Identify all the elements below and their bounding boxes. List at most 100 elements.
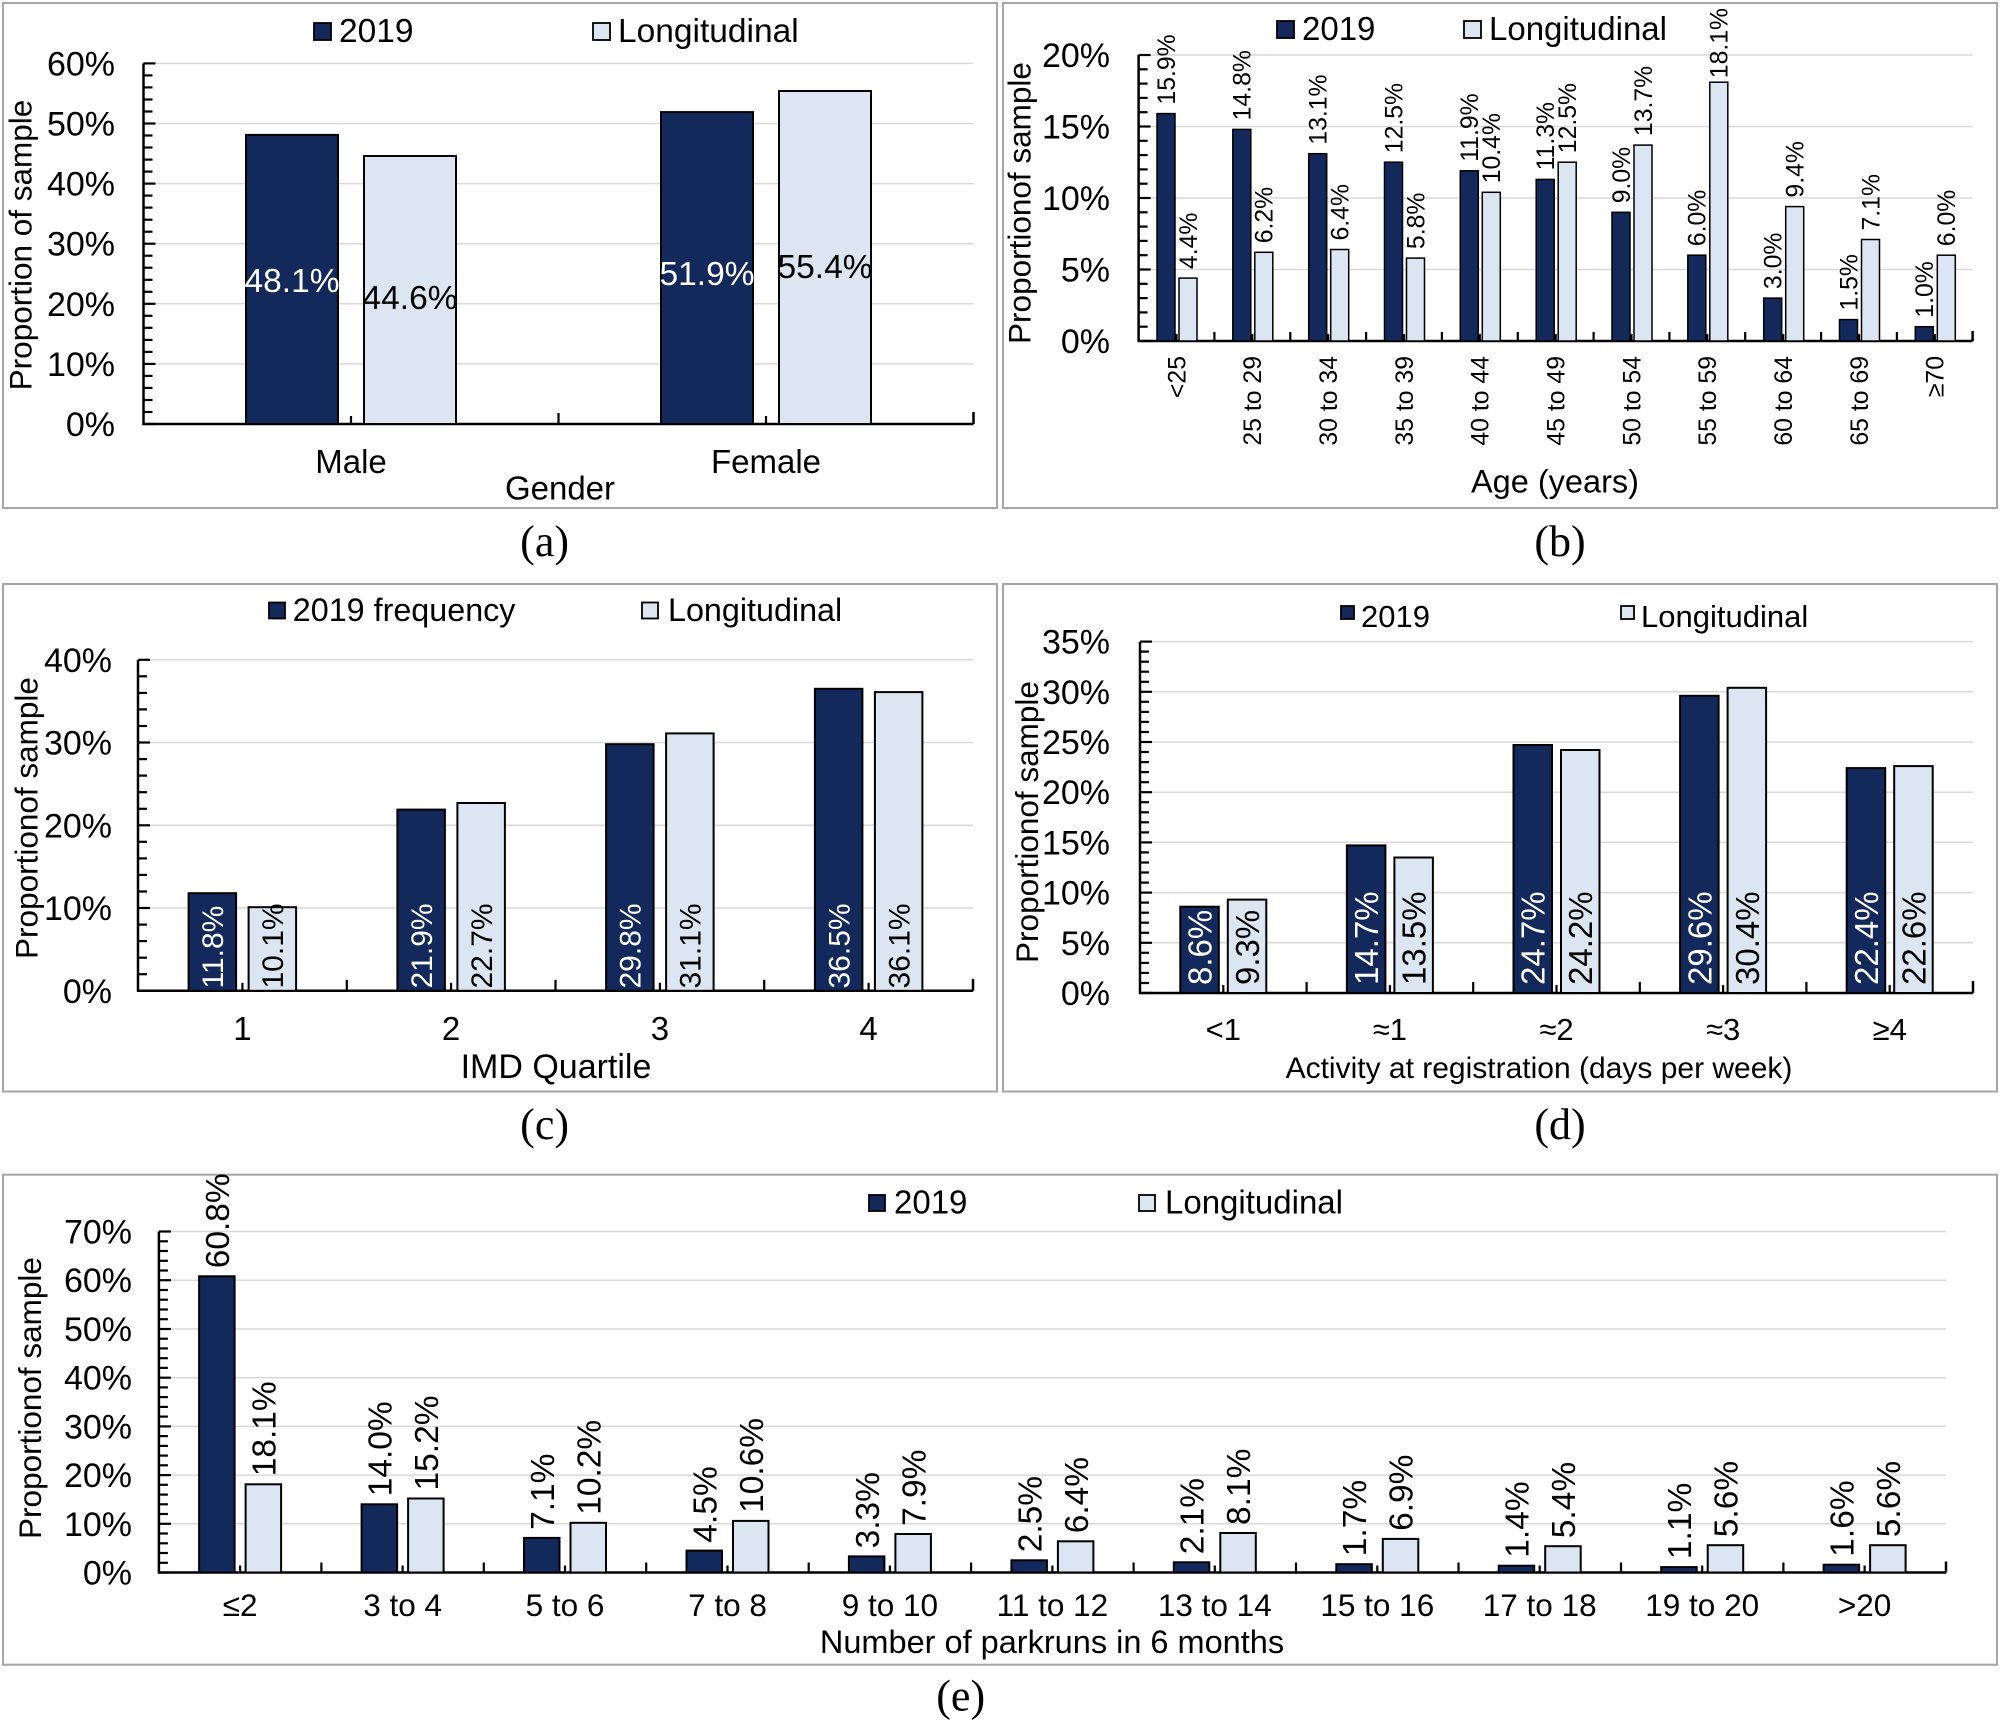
- svg-text:5.6%: 5.6%: [1871, 1461, 1908, 1537]
- svg-text:7.9%: 7.9%: [896, 1450, 933, 1526]
- svg-text:Proportion of sample: Proportion of sample: [3, 100, 39, 391]
- svg-text:<1: <1: [1206, 1012, 1241, 1047]
- svg-text:Proportionof sample: Proportionof sample: [1009, 681, 1045, 963]
- svg-text:9.4%: 9.4%: [1783, 141, 1810, 198]
- svg-text:5 to 6: 5 to 6: [526, 1587, 605, 1623]
- svg-text:Proportionof sample: Proportionof sample: [8, 677, 44, 959]
- svg-text:5.8%: 5.8%: [1403, 193, 1430, 250]
- svg-text:Number of parkruns in 6 months: Number of parkruns in 6 months: [820, 1624, 1284, 1660]
- svg-text:24.2%: 24.2%: [1562, 891, 1599, 985]
- svg-text:25%: 25%: [1042, 724, 1110, 762]
- svg-text:IMD Quartile: IMD Quartile: [461, 1048, 652, 1086]
- svg-text:60 to 64: 60 to 64: [1771, 356, 1798, 446]
- svg-text:30.4%: 30.4%: [1729, 891, 1766, 985]
- svg-text:11.8%: 11.8%: [197, 906, 230, 989]
- svg-text:1.1%: 1.1%: [1662, 1483, 1699, 1559]
- svg-text:15.2%: 15.2%: [409, 1396, 446, 1491]
- svg-text:19 to 20: 19 to 20: [1645, 1587, 1759, 1623]
- svg-text:18.1%: 18.1%: [246, 1381, 283, 1476]
- svg-text:6.0%: 6.0%: [1934, 190, 1961, 247]
- svg-text:29.6%: 29.6%: [1681, 891, 1718, 985]
- svg-text:22.7%: 22.7%: [466, 903, 499, 988]
- svg-text:1.0%: 1.0%: [1912, 261, 1939, 318]
- svg-text:5%: 5%: [1061, 252, 1110, 290]
- svg-text:(b): (b): [1534, 517, 1585, 566]
- svg-text:13.7%: 13.7%: [1631, 66, 1658, 136]
- svg-text:Gender: Gender: [505, 470, 615, 507]
- svg-text:51.9%: 51.9%: [660, 256, 755, 293]
- svg-text:Longitudinal: Longitudinal: [618, 13, 799, 50]
- svg-text:60%: 60%: [64, 1262, 132, 1300]
- svg-text:10.2%: 10.2%: [571, 1420, 608, 1515]
- svg-text:30%: 30%: [1042, 674, 1110, 712]
- svg-text:Longitudinal: Longitudinal: [1489, 10, 1667, 47]
- svg-text:10%: 10%: [1042, 180, 1110, 218]
- svg-text:Longitudinal: Longitudinal: [1641, 599, 1808, 634]
- svg-text:≥4: ≥4: [1873, 1012, 1907, 1047]
- svg-text:15.9%: 15.9%: [1154, 34, 1181, 104]
- svg-text:20%: 20%: [64, 1457, 132, 1495]
- svg-text:13.1%: 13.1%: [1306, 74, 1333, 144]
- svg-text:55.4%: 55.4%: [778, 249, 873, 286]
- svg-text:48.1%: 48.1%: [245, 263, 340, 300]
- svg-text:Longitudinal: Longitudinal: [1165, 1184, 1343, 1221]
- svg-text:55 to 59: 55 to 59: [1695, 356, 1722, 446]
- svg-text:3.0%: 3.0%: [1761, 233, 1788, 290]
- svg-text:13 to 14: 13 to 14: [1158, 1587, 1272, 1623]
- svg-text:20%: 20%: [44, 807, 112, 845]
- svg-text:0%: 0%: [63, 973, 112, 1011]
- svg-text:14.8%: 14.8%: [1230, 50, 1257, 120]
- svg-text:(e): (e): [936, 1672, 985, 1721]
- svg-text:40%: 40%: [47, 166, 115, 204]
- svg-text:40%: 40%: [64, 1360, 132, 1398]
- svg-text:50%: 50%: [47, 106, 115, 144]
- svg-text:Longitudinal: Longitudinal: [668, 592, 842, 628]
- svg-text:7.1%: 7.1%: [1858, 174, 1885, 231]
- svg-text:12.5%: 12.5%: [1555, 83, 1582, 153]
- svg-text:10.1%: 10.1%: [257, 903, 290, 988]
- svg-text:13.5%: 13.5%: [1396, 891, 1433, 985]
- svg-text:Proportionof sample: Proportionof sample: [1002, 62, 1038, 344]
- svg-text:3 to 4: 3 to 4: [363, 1587, 442, 1623]
- svg-text:4.4%: 4.4%: [1176, 213, 1203, 270]
- svg-text:29.8%: 29.8%: [615, 903, 648, 988]
- svg-text:50 to 54: 50 to 54: [1619, 356, 1646, 446]
- svg-text:<25: <25: [1164, 356, 1191, 398]
- svg-text:45 to 49: 45 to 49: [1544, 356, 1571, 446]
- svg-text:1.6%: 1.6%: [1824, 1480, 1861, 1556]
- svg-text:2.1%: 2.1%: [1175, 1478, 1212, 1554]
- svg-text:0%: 0%: [1061, 323, 1110, 361]
- svg-text:Male: Male: [315, 443, 387, 480]
- svg-text:Proportionof sample: Proportionof sample: [12, 1257, 48, 1539]
- svg-text:20%: 20%: [47, 286, 115, 324]
- svg-text:0%: 0%: [66, 406, 115, 444]
- svg-text:Female: Female: [711, 443, 821, 480]
- svg-text:6.2%: 6.2%: [1252, 187, 1279, 244]
- svg-text:35%: 35%: [1042, 624, 1110, 662]
- svg-text:9 to 10: 9 to 10: [842, 1587, 938, 1623]
- svg-text:(c): (c): [520, 1100, 569, 1149]
- svg-text:1.4%: 1.4%: [1500, 1481, 1537, 1557]
- svg-text:10.4%: 10.4%: [1479, 113, 1506, 183]
- svg-text:2: 2: [442, 1010, 460, 1047]
- svg-text:36.1%: 36.1%: [883, 903, 916, 988]
- svg-text:2019: 2019: [1302, 10, 1375, 47]
- svg-text:(d): (d): [1534, 1100, 1585, 1149]
- svg-text:40%: 40%: [44, 642, 112, 680]
- svg-text:5.4%: 5.4%: [1546, 1462, 1583, 1538]
- svg-text:8.6%: 8.6%: [1181, 910, 1218, 985]
- svg-text:1.7%: 1.7%: [1337, 1480, 1374, 1556]
- svg-text:0%: 0%: [1061, 975, 1110, 1013]
- svg-text:2019: 2019: [894, 1184, 967, 1221]
- svg-text:24.7%: 24.7%: [1515, 891, 1552, 985]
- svg-text:65 to 69: 65 to 69: [1847, 356, 1874, 446]
- svg-text:25 to 29: 25 to 29: [1240, 356, 1267, 446]
- svg-text:2019: 2019: [339, 13, 414, 50]
- svg-text:12.5%: 12.5%: [1381, 83, 1408, 153]
- svg-text:2019 frequency: 2019 frequency: [293, 592, 517, 628]
- svg-text:30%: 30%: [44, 725, 112, 763]
- svg-text:5%: 5%: [1061, 925, 1110, 963]
- svg-text:22.6%: 22.6%: [1895, 891, 1932, 985]
- svg-text:6.9%: 6.9%: [1384, 1455, 1421, 1531]
- svg-text:20%: 20%: [1042, 774, 1110, 812]
